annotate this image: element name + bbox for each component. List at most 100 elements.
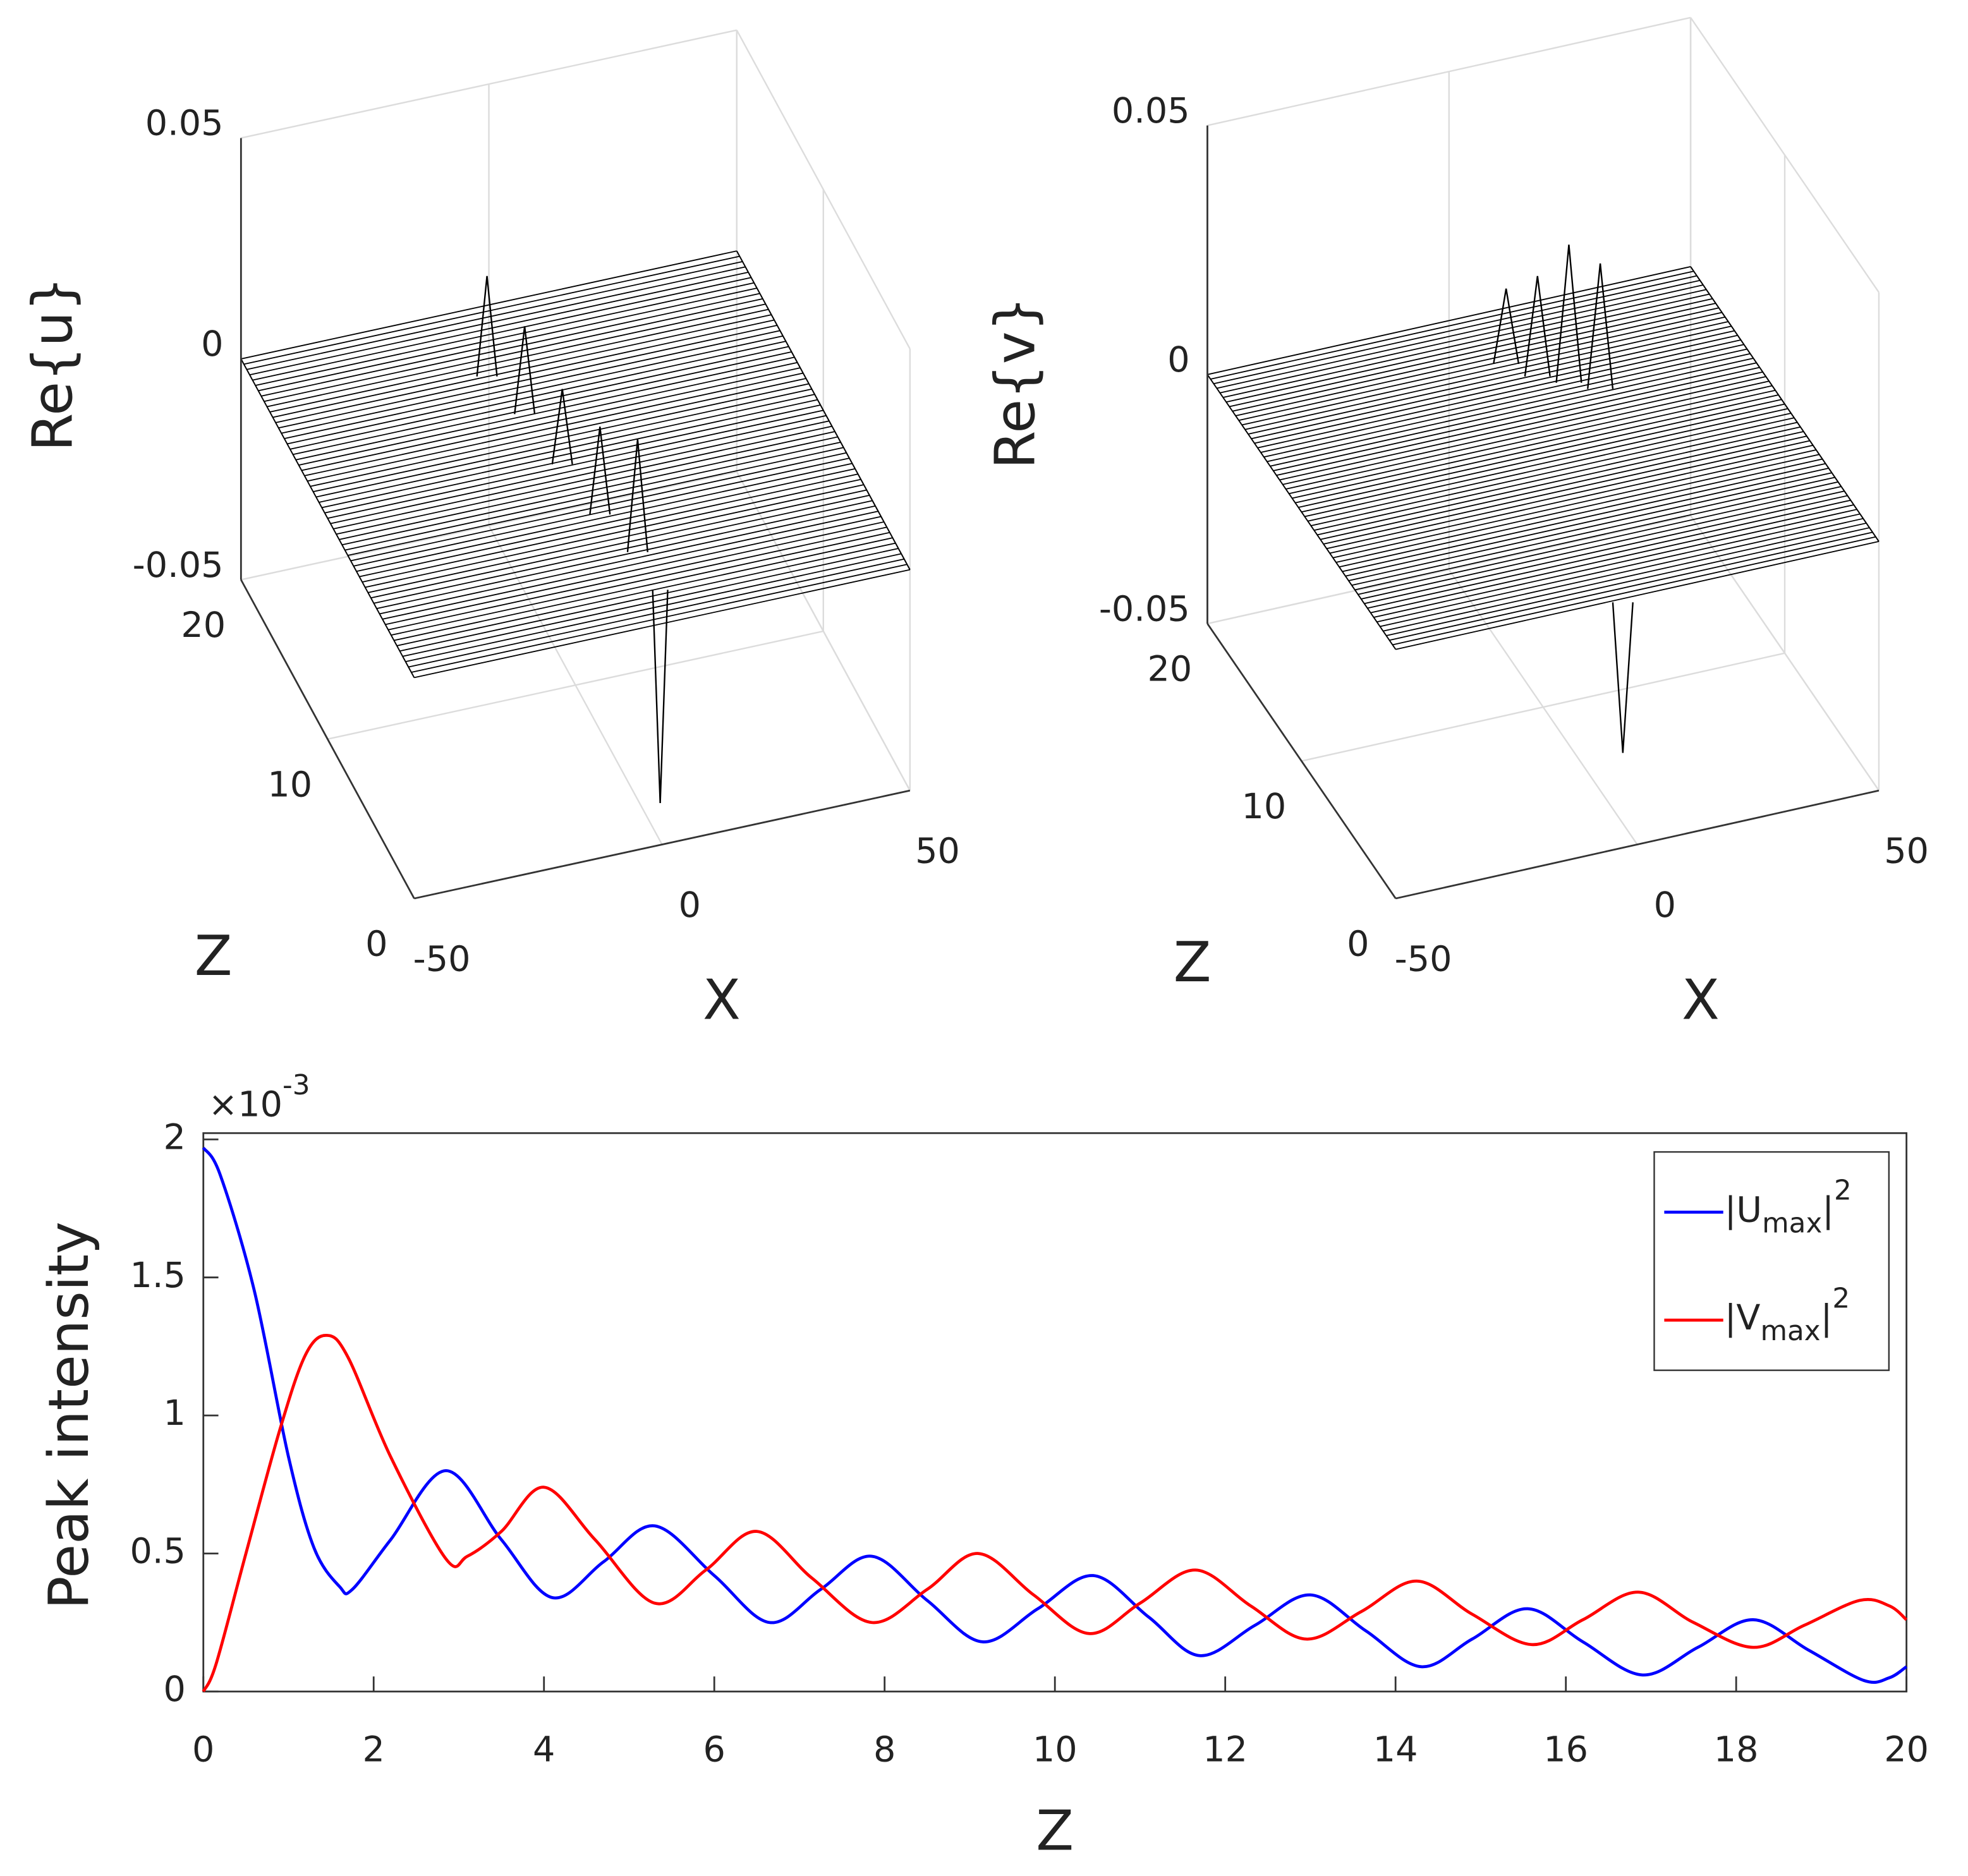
surface-line	[1213, 275, 1698, 385]
surface-line	[1317, 426, 1801, 536]
surface-line	[394, 531, 890, 641]
surface-line	[1285, 380, 1770, 490]
surface-line	[246, 261, 743, 370]
surface-line	[1395, 541, 1880, 650]
surface-line	[411, 564, 908, 673]
x-tick-label: 6	[703, 1729, 726, 1770]
surface-line	[1235, 307, 1719, 416]
surface-line	[1320, 431, 1804, 540]
surface-line	[1351, 476, 1835, 586]
surface-decoration	[476, 245, 1634, 804]
surface-line	[1361, 490, 1845, 600]
grid-line	[736, 30, 911, 349]
surface-line	[1248, 325, 1732, 435]
surface-line	[275, 314, 772, 423]
surface-line	[1282, 376, 1766, 485]
axis-line	[1395, 789, 1880, 900]
x-tick-label: 4	[533, 1729, 555, 1770]
line-series	[202, 1146, 1908, 1684]
surface-line	[287, 335, 784, 445]
surface-line	[313, 383, 810, 493]
z-axis-label: Re{v}	[983, 296, 1048, 469]
surface-edge	[1206, 374, 1397, 650]
z-tick-label: 0.05	[1112, 90, 1190, 131]
x-tick-label: 20	[1884, 1729, 1929, 1770]
surface-line	[1329, 444, 1813, 554]
x-axis-label: Z	[1036, 1798, 1074, 1863]
x-tick-label: 10	[1033, 1729, 1078, 1770]
surface-line	[1295, 394, 1779, 504]
surface-line	[1229, 298, 1713, 408]
surface-line	[304, 367, 801, 476]
x-tick-label: 0	[192, 1729, 214, 1770]
y-axis-label: Peak intensity	[37, 1221, 101, 1609]
z-tick-label: 0	[201, 324, 223, 365]
surface-line	[336, 425, 832, 535]
surface-edge	[1690, 266, 1880, 542]
x-axis-label: X	[703, 968, 741, 1032]
surface-line	[408, 558, 904, 668]
surface-line	[1207, 266, 1691, 375]
surface-line	[293, 346, 789, 456]
surface-line	[379, 505, 876, 615]
surface-line	[1289, 385, 1773, 495]
surface-line	[243, 255, 740, 365]
surface-line	[1266, 353, 1751, 463]
z-axis-label: Re{u}	[20, 276, 85, 451]
surface-line	[1348, 472, 1832, 581]
surface-line	[1389, 531, 1873, 641]
surface-line	[269, 303, 766, 413]
y-tick-label: 10	[1241, 786, 1286, 827]
grid-line	[1690, 17, 1880, 293]
surface-line	[1263, 348, 1747, 458]
y-tick-label: 1.5	[130, 1255, 186, 1296]
surface-line	[1376, 513, 1861, 623]
surface-line	[1217, 279, 1701, 389]
surface-line	[344, 441, 841, 551]
z-tick-label: 0.05	[145, 103, 224, 144]
surface-line	[1383, 523, 1867, 632]
grid-line	[1301, 652, 1785, 762]
x-tick-label: 16	[1543, 1729, 1588, 1770]
x-tick-label: 18	[1714, 1729, 1759, 1770]
surface-line	[399, 542, 896, 652]
surface-line	[264, 293, 760, 402]
surface-edge	[240, 358, 415, 678]
surface-line	[278, 319, 775, 429]
surface-line	[1244, 321, 1728, 430]
surface-line	[348, 447, 844, 556]
surface-line	[1251, 330, 1735, 440]
surface-line	[333, 420, 830, 530]
y-tick-label: 20	[181, 605, 226, 646]
surface-line	[1311, 417, 1795, 526]
surface-line	[1226, 293, 1710, 403]
surface-line	[1373, 509, 1857, 618]
y-tick-label: 2	[164, 1117, 186, 1158]
surface-line	[1380, 517, 1864, 627]
y-tick-label: 10	[267, 764, 312, 805]
y-tick-label: 0.5	[130, 1531, 186, 1572]
grid-line	[1207, 515, 1691, 625]
surface-line	[1335, 454, 1819, 563]
axis-multiplier: ×10-3​	[209, 1069, 310, 1125]
grid-line	[241, 471, 738, 581]
legend-box	[1653, 1151, 1890, 1371]
legend-label: |Umax​|2​	[1725, 1175, 1852, 1240]
surface-line	[281, 325, 777, 434]
surface-line	[1354, 481, 1838, 591]
surface-line	[1339, 458, 1823, 568]
surface-line	[361, 473, 858, 583]
surface-edge	[736, 250, 911, 571]
surface-line	[414, 569, 911, 679]
surface-line	[1279, 371, 1763, 481]
x-tick-label: 50	[1884, 831, 1929, 872]
spike-u	[476, 275, 669, 804]
y-tick-label: 0	[1347, 924, 1369, 965]
surface-line	[382, 511, 878, 620]
surface-line	[298, 356, 795, 466]
surface-line	[1292, 389, 1776, 499]
surface-line	[1257, 339, 1741, 449]
y-axis-label: Z	[195, 924, 233, 988]
surface-line	[359, 468, 856, 578]
